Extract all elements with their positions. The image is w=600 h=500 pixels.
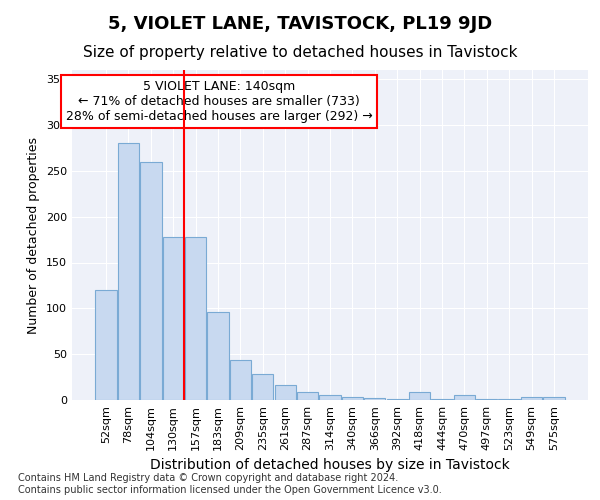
X-axis label: Distribution of detached houses by size in Tavistock: Distribution of detached houses by size … (150, 458, 510, 472)
Bar (208, 312, 229, 400)
Bar (163, 237, 184, 400)
Bar (476, 399, 497, 400)
Text: 5 VIOLET LANE: 140sqm
← 71% of detached houses are smaller (733)
28% of semi-det: 5 VIOLET LANE: 140sqm ← 71% of detached … (65, 80, 373, 123)
Bar (185, 237, 206, 400)
Bar (297, 392, 318, 400)
Bar (454, 396, 475, 400)
Bar (230, 360, 251, 400)
Bar (275, 386, 296, 400)
Bar (364, 398, 385, 400)
Bar (543, 397, 565, 400)
Text: Contains HM Land Registry data © Crown copyright and database right 2024.
Contai: Contains HM Land Registry data © Crown c… (18, 474, 442, 495)
Bar (499, 399, 520, 400)
Bar (118, 144, 139, 400)
Bar (409, 392, 430, 400)
Bar (95, 290, 117, 400)
Text: Size of property relative to detached houses in Tavistock: Size of property relative to detached ho… (83, 45, 517, 60)
Bar (140, 162, 161, 400)
Text: 5, VIOLET LANE, TAVISTOCK, PL19 9JD: 5, VIOLET LANE, TAVISTOCK, PL19 9JD (108, 15, 492, 33)
Bar (521, 397, 542, 400)
Bar (342, 397, 363, 400)
Bar (431, 399, 452, 400)
Bar (386, 399, 408, 400)
Bar (252, 374, 274, 400)
Y-axis label: Number of detached properties: Number of detached properties (28, 136, 40, 334)
Bar (319, 396, 341, 400)
